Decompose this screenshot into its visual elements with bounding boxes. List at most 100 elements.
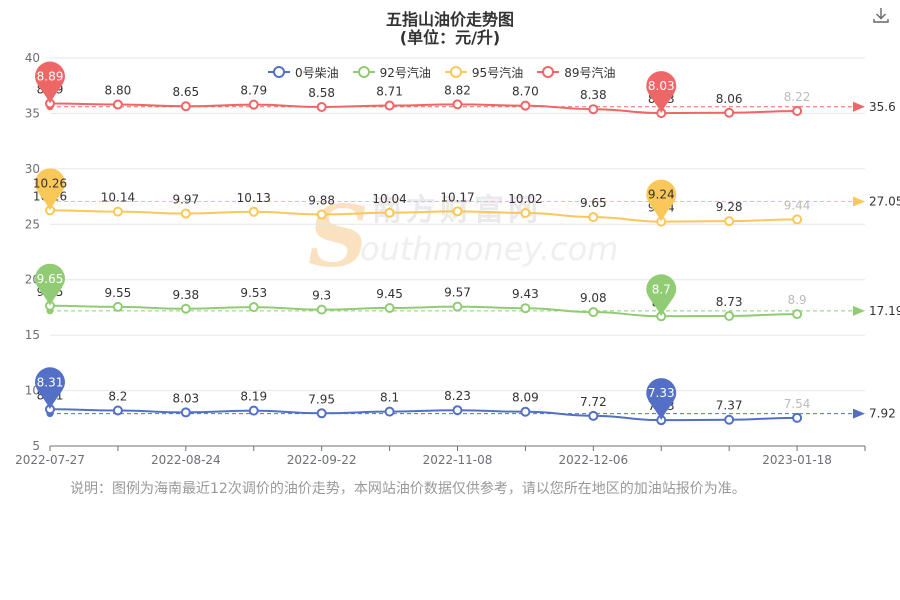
data-label: 9.45 <box>376 287 403 301</box>
data-point <box>520 100 531 111</box>
data-point <box>724 310 735 321</box>
data-label: 8.03 <box>172 391 199 405</box>
data-label: 8.1 <box>380 391 399 405</box>
series-line-3 <box>49 102 798 115</box>
data-point <box>248 302 259 313</box>
data-point <box>316 101 327 112</box>
data-point <box>248 99 259 110</box>
y-tick-label: 5 <box>32 439 40 453</box>
data-point <box>316 209 327 220</box>
data-label: 8.22 <box>784 90 811 104</box>
data-point <box>588 410 599 421</box>
max-pin-marker <box>35 168 65 211</box>
data-label: 9.65 <box>580 196 607 210</box>
data-point <box>384 207 395 218</box>
y-tick-label: 15 <box>25 328 40 342</box>
data-point <box>180 303 191 314</box>
legend-label: 92号汽油 <box>379 65 431 80</box>
legend-item-gasoline-89[interactable]: 89号汽油 <box>537 64 615 81</box>
chart-subtitle: (单位：元/升) <box>399 28 501 47</box>
data-label: 8.19 <box>240 390 267 404</box>
average-value-label: 7.92 <box>869 407 896 421</box>
data-point <box>316 304 327 315</box>
legend-label: 95号汽油 <box>471 65 524 80</box>
data-point <box>452 301 463 312</box>
data-label: 8.79 <box>240 84 267 98</box>
legend-swatch-icon <box>537 66 560 78</box>
min-pin-marker-label: 9.24 <box>648 188 675 202</box>
average-line-arrow <box>853 305 865 316</box>
data-label: 8.06 <box>716 92 743 106</box>
x-tick-label: 2022-11-08 <box>423 453 493 467</box>
data-label: 8.58 <box>308 86 335 100</box>
legend-label: 0号柴油 <box>295 65 339 80</box>
data-label: 8.80 <box>105 84 132 98</box>
data-point <box>588 104 599 115</box>
data-point <box>792 309 803 320</box>
watermark-logo: S 南方财富网 outhmoney.com <box>308 188 618 278</box>
data-label: 7.54 <box>784 397 811 411</box>
data-label: 8.38 <box>580 88 607 102</box>
min-pin-marker-label: 8.7 <box>652 282 671 296</box>
legend-item-diesel-0[interactable]: 0号柴油 <box>268 64 339 81</box>
legend-item-gasoline-92[interactable]: 92号汽油 <box>352 64 431 81</box>
chart-legend: 0号柴油 92号汽油 95号汽油 89号汽油 <box>268 62 615 82</box>
legend-swatch-icon <box>268 66 290 78</box>
data-label: 7.95 <box>308 392 335 406</box>
data-point <box>792 214 803 225</box>
data-label: 9.43 <box>512 287 539 301</box>
legend-item-gasoline-95[interactable]: 95号汽油 <box>444 64 524 81</box>
data-point <box>520 207 531 218</box>
min-pin-marker <box>646 378 677 421</box>
data-label: 8.71 <box>376 85 403 99</box>
max-pin-marker <box>35 367 65 410</box>
data-label: 10.14 <box>101 191 135 205</box>
x-tick-label: 2023-01-18 <box>762 453 832 467</box>
data-point <box>792 105 803 116</box>
data-point <box>112 206 123 217</box>
data-point <box>180 407 191 418</box>
data-label: 9.3 <box>312 289 331 303</box>
max-pin-marker-label: 8.31 <box>37 375 64 389</box>
y-tick-label: 35 <box>25 106 40 120</box>
x-tick-label: 2022-07-27 <box>15 453 85 467</box>
data-point <box>112 99 123 110</box>
data-label: 10.04 <box>372 192 406 206</box>
data-point <box>724 216 735 227</box>
data-point <box>384 302 395 313</box>
data-point <box>180 208 191 219</box>
data-point <box>112 405 123 416</box>
data-point <box>520 303 531 314</box>
data-label: 7.37 <box>716 399 743 413</box>
average-value-label: 17.19 <box>869 304 900 318</box>
x-tick-label: 2022-09-22 <box>287 453 357 467</box>
data-point <box>316 408 327 419</box>
data-label: 9.08 <box>580 291 607 305</box>
legend-label: 89号汽油 <box>564 65 616 80</box>
chart-title: 五指山油价走势图 <box>385 10 514 29</box>
watermark-domain: outhmoney.com <box>360 230 618 268</box>
series-line-1 <box>49 304 798 318</box>
data-label: 8.2 <box>108 390 127 404</box>
y-tick-label: 30 <box>25 162 40 176</box>
max-pin-marker-label: 10.26 <box>33 176 67 190</box>
x-tick-label: 2022-12-06 <box>558 453 628 467</box>
y-tick-label: 25 <box>25 217 40 231</box>
legend-swatch-icon <box>352 66 375 78</box>
y-tick-label: 40 <box>25 51 40 65</box>
data-label: 8.09 <box>512 391 539 405</box>
watermark-mark: S <box>308 188 369 278</box>
min-pin-marker-label: 8.03 <box>648 79 675 93</box>
data-point <box>452 405 463 416</box>
data-point <box>724 414 735 425</box>
data-point <box>792 412 803 423</box>
data-label: 8.82 <box>444 83 471 97</box>
max-pin-marker-label: 9.65 <box>37 272 64 286</box>
data-point <box>180 101 191 112</box>
download-icon[interactable] <box>872 6 890 24</box>
average-line-arrow <box>853 196 865 207</box>
data-point <box>520 406 531 417</box>
data-point <box>248 405 259 416</box>
data-label: 9.38 <box>172 288 199 302</box>
